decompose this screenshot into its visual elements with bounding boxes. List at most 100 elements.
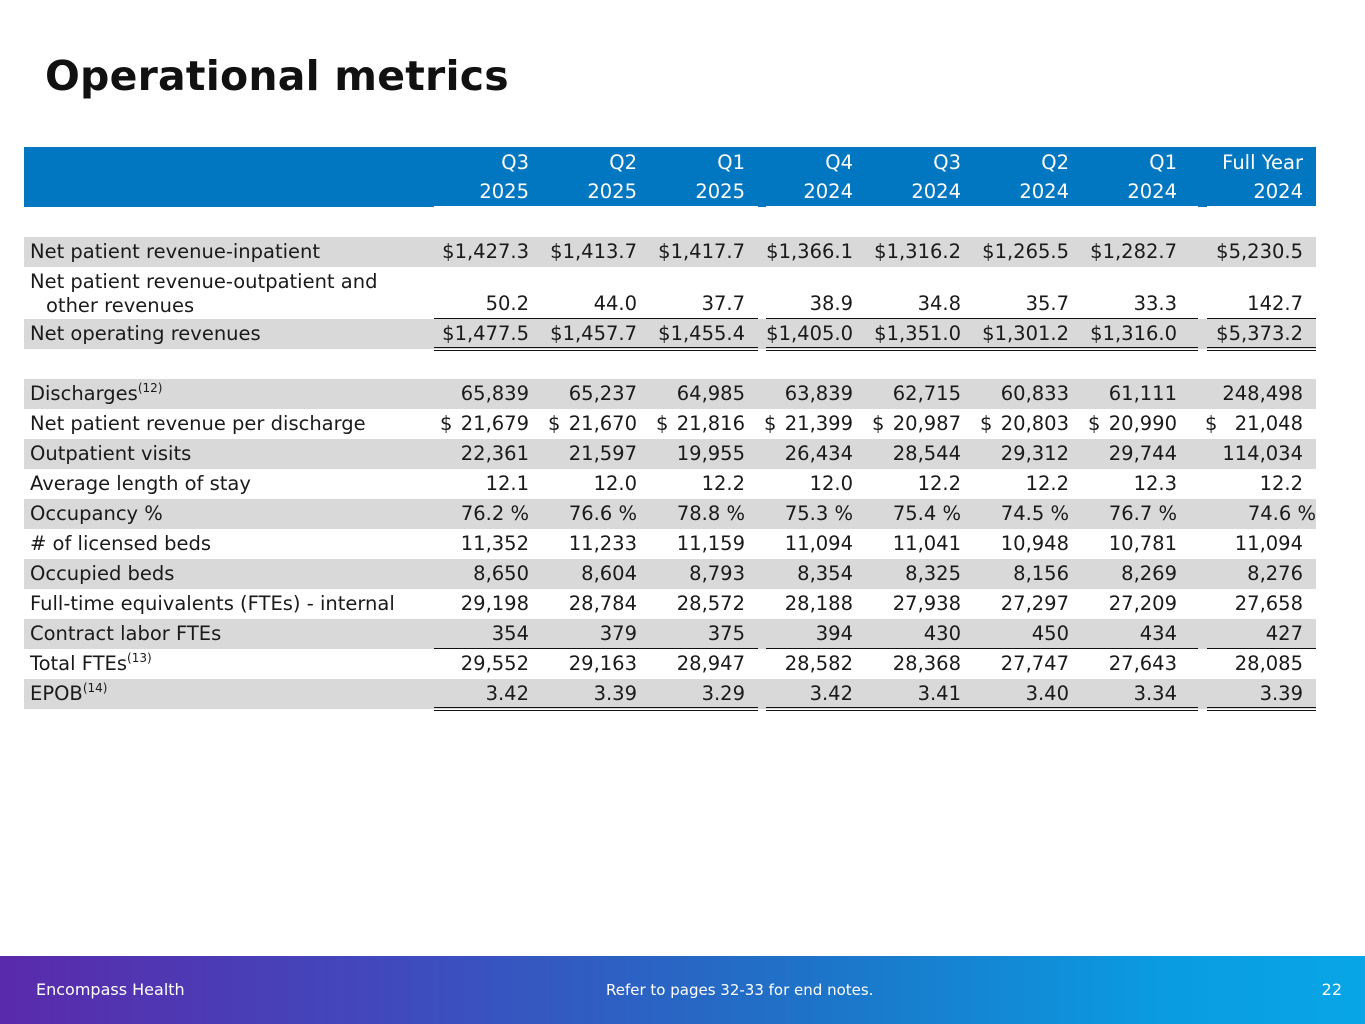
cell-value: $1,417.7 <box>658 240 745 263</box>
cell-value: 11,159 <box>676 532 745 555</box>
table-cell: 8,604 <box>542 559 650 589</box>
row-label-text: Net patient revenue per discharge <box>30 412 366 435</box>
cell-value: 38.9 <box>809 292 853 315</box>
table-cell: $1,316.0 <box>1082 319 1190 349</box>
table-cell: 63,839 <box>758 379 866 409</box>
table-cell: $20,990 <box>1082 409 1190 439</box>
table-cell: 3.39 <box>542 679 650 709</box>
cell-value: 28,947 <box>676 652 745 675</box>
table-cell: $21,679 <box>434 409 542 439</box>
cell-value: 74.6 % <box>1247 502 1316 525</box>
cell-value: 3.39 <box>593 682 637 705</box>
cell-value: $1,427.3 <box>442 240 529 263</box>
table-cell: 22,361 <box>434 439 542 469</box>
currency-symbol: $ <box>548 412 561 435</box>
cell-value: 29,312 <box>1000 442 1069 465</box>
row-label: Average length of stay <box>30 469 251 499</box>
double-underline <box>766 347 1198 351</box>
cell-value: 394 <box>815 622 853 645</box>
table-cell: 28,784 <box>542 589 650 619</box>
table-cell: 29,163 <box>542 649 650 679</box>
cell-value: 12.2 <box>1259 472 1303 495</box>
cell-value: 21,679 <box>460 412 529 435</box>
cell-value: 3.29 <box>701 682 745 705</box>
table-row: Net patient revenue-inpatient $1,427.3 $1,… <box>24 237 1316 267</box>
cell-value: 10,948 <box>1000 532 1069 555</box>
column-year: 2024 <box>1253 180 1303 203</box>
cell-value: 20,990 <box>1108 412 1177 435</box>
table-cell: 3.34 <box>1082 679 1190 709</box>
column-header: Q2 2025 <box>542 147 650 207</box>
column-header: Q1 2025 <box>650 147 758 207</box>
table-cell: 33.3 <box>1082 289 1190 319</box>
table-cell: 3.42 <box>758 679 866 709</box>
cell-value: $1,301.2 <box>982 322 1069 345</box>
table-row: EPOB(14) 3.42 3.39 3.29 3.42 3.41 3.40 3.34 3.39 <box>24 679 1316 711</box>
table-cell: 29,744 <box>1082 439 1190 469</box>
table-cell: 8,276 <box>1199 559 1316 589</box>
currency-symbol: $ <box>872 412 885 435</box>
table-cell: 61,111 <box>1082 379 1190 409</box>
cell-value: 8,354 <box>797 562 853 585</box>
cell-value: 37.7 <box>701 292 745 315</box>
cell-value: 12.0 <box>593 472 637 495</box>
row-label: EPOB(14) <box>30 679 107 709</box>
table-cell: 28,188 <box>758 589 866 619</box>
cell-value: $1,282.7 <box>1090 240 1177 263</box>
table-cell: 375 <box>650 619 758 649</box>
table-cell: 11,233 <box>542 529 650 559</box>
column-year: 2024 <box>911 180 961 203</box>
single-underline <box>1207 318 1316 319</box>
row-label-text: Discharges <box>30 382 138 405</box>
column-year: 2024 <box>1127 180 1177 203</box>
cell-value: 21,816 <box>676 412 745 435</box>
cell-value: 12.2 <box>701 472 745 495</box>
cell-value: 65,839 <box>460 382 529 405</box>
cell-value: 11,352 <box>460 532 529 555</box>
cell-value: $1,316.0 <box>1090 322 1177 345</box>
cell-value: 28,368 <box>892 652 961 675</box>
table-cell: 394 <box>758 619 866 649</box>
page-title: Operational metrics <box>45 52 509 100</box>
table-cell: 11,094 <box>758 529 866 559</box>
cell-value: 26,434 <box>784 442 853 465</box>
table-cell: 27,747 <box>974 649 1082 679</box>
table-cell: 3.40 <box>974 679 1082 709</box>
cell-value: 27,209 <box>1108 592 1177 615</box>
cell-value: 76.2 % <box>460 502 529 525</box>
table-cell: 38.9 <box>758 289 866 319</box>
row-label-text: # of licensed beds <box>30 532 212 555</box>
cell-value: 21,399 <box>784 412 853 435</box>
page-number: 22 <box>1321 980 1342 999</box>
table-cell: $20,987 <box>866 409 974 439</box>
header-rule <box>766 206 1198 208</box>
cell-value: 3.42 <box>809 682 853 705</box>
table-cell: 11,159 <box>650 529 758 559</box>
cell-value: 28,544 <box>892 442 961 465</box>
cell-value: 375 <box>707 622 745 645</box>
cell-value: 76.7 % <box>1108 502 1177 525</box>
cell-value: 21,597 <box>568 442 637 465</box>
table-cell: $5,373.2 <box>1199 319 1316 349</box>
cell-value: 44.0 <box>593 292 637 315</box>
cell-value: 27,643 <box>1108 652 1177 675</box>
column-period: Q4 <box>825 151 853 174</box>
footer-company-name: Encompass Health <box>36 980 185 999</box>
table-cell: 12.2 <box>866 469 974 499</box>
cell-value: $1,405.0 <box>766 322 853 345</box>
cell-value: 22,361 <box>460 442 529 465</box>
cell-value: 27,658 <box>1234 592 1303 615</box>
table-cell: 27,938 <box>866 589 974 619</box>
cell-value: 28,188 <box>784 592 853 615</box>
cell-value: 12.3 <box>1133 472 1177 495</box>
table-cell: 35.7 <box>974 289 1082 319</box>
table-cell: 12.3 <box>1082 469 1190 499</box>
table-cell: 28,582 <box>758 649 866 679</box>
table-cell: $1,455.4 <box>650 319 758 349</box>
table-cell: $1,301.2 <box>974 319 1082 349</box>
table-cell: 27,209 <box>1082 589 1190 619</box>
cell-value: 28,582 <box>784 652 853 675</box>
table-cell: $1,405.0 <box>758 319 866 349</box>
cell-value: 12.2 <box>1025 472 1069 495</box>
table-cell: 12.0 <box>542 469 650 499</box>
